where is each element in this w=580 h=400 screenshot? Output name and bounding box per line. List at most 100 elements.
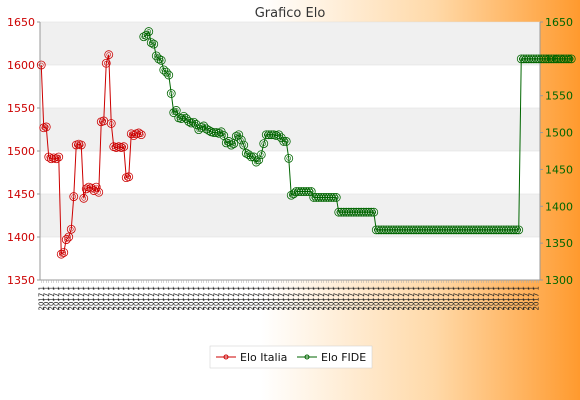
x-tick-label: 2017 1 (227, 286, 235, 311)
data-point-inner (536, 56, 542, 62)
data-point (479, 225, 489, 235)
data-point-inner (538, 56, 544, 62)
data-point (399, 225, 409, 235)
data-point (544, 54, 554, 64)
data-point (41, 122, 51, 132)
data-point-inner (268, 132, 274, 138)
data-point-inner (448, 227, 454, 233)
data-point-inner (376, 227, 382, 233)
data-point (279, 137, 289, 146)
data-point-inner (183, 116, 189, 121)
data-point (394, 225, 404, 235)
data-point (434, 225, 444, 235)
data-point-inner (341, 209, 347, 215)
data-point-inner (513, 227, 519, 233)
data-point (159, 65, 169, 75)
data-point-inner (61, 250, 67, 255)
data-point (264, 130, 274, 140)
data-point-inner (271, 132, 277, 138)
x-tick-label: 2017 1 (512, 286, 520, 311)
data-point-inner (68, 226, 74, 232)
left-tick-label: 1650 (7, 16, 35, 29)
data-point (324, 193, 334, 202)
data-point (344, 207, 354, 217)
right-tick-label: 1400 (545, 200, 573, 213)
data-point-inner (556, 56, 562, 62)
data-point (106, 119, 116, 128)
x-tick-label: 2017 1 (312, 286, 320, 311)
legend-fide-label: Elo FIDE (321, 351, 366, 364)
x-tick-label: 2017 1 (157, 286, 165, 311)
data-point (369, 207, 379, 217)
x-tick-label: 2017 1 (317, 286, 325, 311)
x-tick-label: 2017 1 (47, 286, 55, 311)
x-tick-label: 2017 1 (147, 286, 155, 311)
data-point (494, 225, 504, 235)
x-tick-label: 2017 1 (277, 286, 285, 311)
data-point-inner (456, 227, 462, 233)
data-point (59, 248, 69, 257)
x-tick-label: 2017 1 (422, 286, 430, 311)
data-point (199, 121, 209, 131)
data-point (471, 225, 481, 235)
data-point-inner (73, 142, 79, 148)
data-point (391, 225, 401, 235)
data-point-inner (211, 130, 217, 135)
data-point-inner (76, 141, 82, 147)
data-point-inner (406, 227, 412, 233)
data-point (341, 207, 351, 217)
plot-band (40, 22, 540, 65)
data-point-inner (426, 227, 432, 233)
data-point-inner (281, 139, 287, 144)
data-point-inner (438, 227, 444, 233)
data-point (334, 207, 344, 217)
x-tick-label: 2017 1 (412, 286, 420, 311)
left-tick-label: 1550 (7, 102, 35, 115)
left-tick-label: 1350 (7, 274, 35, 287)
data-point-inner (563, 56, 569, 62)
data-point (94, 187, 104, 197)
data-point (521, 54, 531, 64)
data-point-inner (441, 227, 447, 233)
data-point (366, 207, 376, 217)
data-point-inner (146, 29, 152, 34)
data-point (64, 232, 74, 242)
data-point-inner (371, 209, 377, 215)
x-tick-label: 2017 1 (152, 286, 160, 311)
data-point-inner (296, 189, 302, 194)
data-point (506, 225, 516, 235)
x-tick-label: 2017 1 (87, 286, 95, 311)
data-point (364, 207, 374, 217)
data-point-inner (531, 56, 537, 62)
data-point (284, 153, 294, 163)
data-point (136, 130, 146, 140)
x-tick-label: 2017 1 (202, 286, 210, 311)
series-elo-italia (36, 50, 146, 259)
legend-italia-label: Elo Italia (240, 351, 287, 364)
data-point-inner (208, 129, 214, 135)
data-point (144, 27, 154, 36)
data-point (554, 54, 564, 64)
x-tick-label: 2017 1 (437, 286, 445, 311)
data-point-inner (378, 227, 384, 233)
data-point-inner (473, 227, 479, 233)
legend: Elo Italia Elo FIDE (209, 345, 373, 369)
data-point-inner (313, 195, 319, 200)
data-point (411, 225, 421, 235)
x-tick-label: 2017 1 (362, 286, 370, 311)
data-point (436, 225, 446, 235)
data-point (464, 225, 474, 235)
data-point (516, 54, 526, 64)
data-point-inner (461, 227, 467, 233)
data-point-inner (356, 209, 362, 215)
data-point (36, 60, 46, 70)
data-point-inner (273, 133, 279, 138)
x-tick-label: 2017 1 (442, 286, 450, 311)
data-point (124, 172, 134, 182)
x-tick-label: 2017 1 (307, 286, 315, 311)
x-tick-label: 2017 1 (402, 286, 410, 311)
data-point-inner (106, 52, 112, 57)
data-point (406, 225, 416, 235)
data-point (416, 225, 426, 235)
data-point (301, 187, 311, 196)
